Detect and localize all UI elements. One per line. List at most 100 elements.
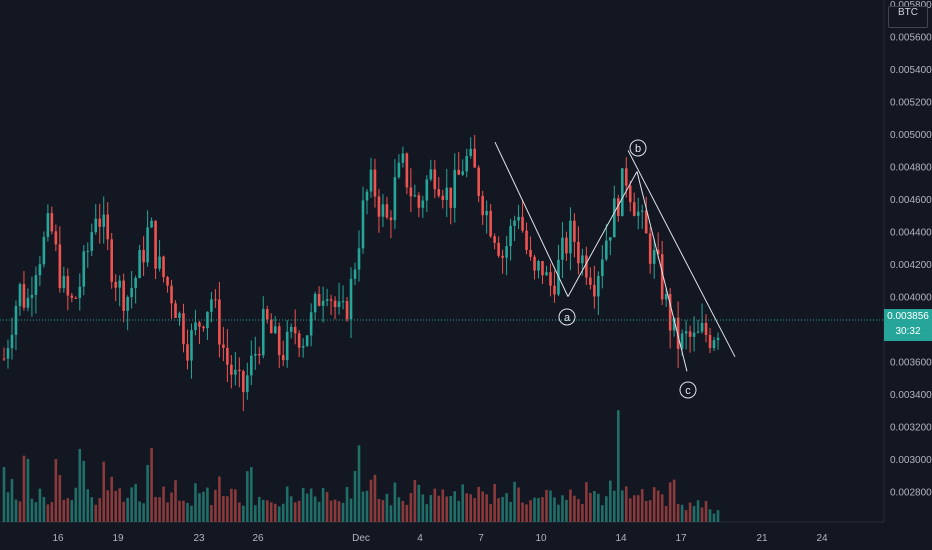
- volume-bar: [222, 495, 225, 522]
- volume-bar: [349, 498, 353, 522]
- candle-body: [680, 333, 684, 349]
- x-tick-label: 14: [615, 533, 627, 544]
- volume-bar: [86, 489, 90, 522]
- candle-body: [688, 331, 692, 337]
- candle-body: [297, 333, 301, 348]
- volume-bar: [62, 499, 66, 522]
- volume-bar: [305, 493, 309, 522]
- volume-bar: [708, 509, 712, 522]
- candle-body: [238, 369, 241, 372]
- candle-body: [126, 297, 129, 311]
- candle-body: [477, 167, 480, 196]
- candle-body: [509, 225, 512, 247]
- volume-bar: [425, 504, 429, 522]
- volume-bar: [190, 505, 193, 522]
- volume-bar: [469, 494, 472, 522]
- volume-bar: [589, 492, 592, 522]
- volume-bar: [106, 490, 110, 522]
- volume-bar: [154, 496, 157, 522]
- volume-bar: [2, 466, 6, 522]
- volume-bar: [226, 496, 229, 522]
- candle-body: [246, 375, 249, 393]
- candle-body: [106, 214, 110, 240]
- volume-bar: [269, 502, 273, 522]
- volume-bar: [692, 506, 696, 522]
- candle-body: [616, 198, 620, 217]
- x-tick-label: 24: [816, 533, 828, 544]
- volume-bar: [337, 501, 341, 522]
- candle-body: [521, 216, 524, 231]
- candle-body: [437, 189, 441, 196]
- candle-body: [38, 264, 42, 276]
- volume-bar: [688, 502, 692, 522]
- volume-bar: [521, 502, 524, 522]
- wave-label-circle: [629, 139, 647, 157]
- volume-bar: [34, 502, 38, 522]
- y-tick-label: 0.004800: [890, 163, 932, 174]
- candle-body: [6, 348, 10, 359]
- volume-bar: [253, 505, 257, 522]
- volume-bar: [565, 499, 568, 522]
- candle-body: [234, 369, 237, 375]
- volume-bar: [134, 483, 137, 522]
- wave-label-c: c: [685, 385, 691, 397]
- y-tick-label: 0.005200: [890, 98, 932, 109]
- volume-bar: [110, 476, 113, 522]
- volume-bar: [6, 492, 10, 522]
- candle-body: [253, 353, 257, 356]
- volume-bar: [18, 501, 22, 522]
- candle-body: [373, 169, 377, 197]
- volume-bar: [369, 479, 373, 522]
- candle-body: [186, 344, 189, 361]
- candle-body: [369, 169, 373, 192]
- volume-bar: [234, 489, 237, 522]
- volume-bar: [321, 488, 325, 522]
- volume-bar: [513, 481, 516, 522]
- candle-body: [501, 255, 504, 258]
- candle-body: [696, 331, 700, 333]
- candle-body: [445, 187, 449, 201]
- candle-body: [122, 280, 125, 311]
- volume-bar: [533, 497, 536, 522]
- candle-body: [601, 259, 604, 276]
- candle-body: [154, 220, 157, 269]
- volume-bar: [449, 496, 453, 522]
- x-tick-label: 19: [112, 533, 124, 544]
- candle-body: [198, 322, 201, 327]
- candle-body: [700, 322, 704, 332]
- candle-body: [624, 168, 628, 186]
- candle-body: [86, 250, 90, 252]
- wave-label-a: a: [564, 312, 571, 324]
- volume-bar: [700, 507, 704, 522]
- volume-bar: [186, 502, 189, 522]
- candle-body: [609, 237, 612, 241]
- wave-label-b: b: [635, 143, 641, 155]
- candle-body: [214, 299, 217, 301]
- candle-body: [716, 337, 720, 341]
- y-tick-label: 0.002800: [890, 488, 932, 499]
- x-tick-label: 17: [675, 533, 687, 544]
- volume-bar: [301, 487, 305, 522]
- candle-body: [110, 239, 113, 282]
- candle-body: [146, 227, 149, 263]
- candle-body: [469, 148, 472, 156]
- volume-bar: [361, 491, 365, 522]
- volume-bar: [652, 487, 656, 522]
- volume-bar: [14, 499, 18, 522]
- x-tick-label: 26: [252, 533, 264, 544]
- volume-bar: [505, 493, 508, 522]
- volume-bar: [325, 491, 329, 522]
- candle-body: [493, 236, 496, 243]
- volume-bar: [716, 510, 720, 522]
- candle-body: [453, 169, 457, 208]
- volume-bar: [146, 464, 149, 522]
- volume-bar: [668, 482, 672, 522]
- volume-bar: [501, 496, 504, 522]
- candle-body: [158, 256, 161, 269]
- currency-label[interactable]: BTC: [888, 6, 928, 28]
- volume-bar: [437, 495, 441, 522]
- candle-body: [620, 168, 624, 217]
- candle-body: [589, 277, 592, 285]
- candle-body: [333, 300, 337, 308]
